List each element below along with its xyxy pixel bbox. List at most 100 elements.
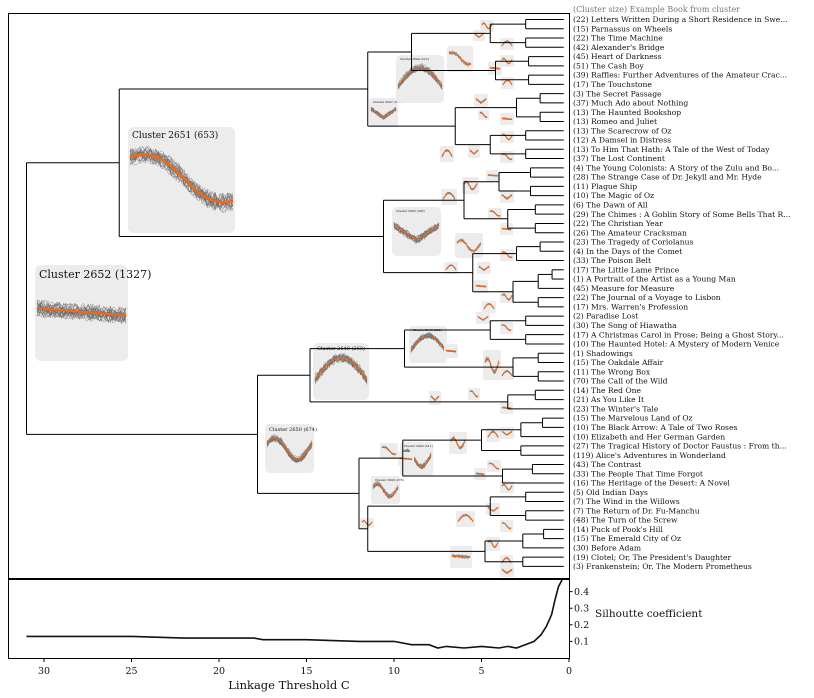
thumbnail-background [396,55,444,103]
cluster-thumbnail [398,452,414,466]
leaf-label: (21) As You Like It [573,395,644,404]
thumbnail-mean-trace [501,569,513,574]
cluster-thumbnail: Cluster 2642 (411) [400,442,433,476]
leaf-label: (37) Much Ado about Nothing [573,99,688,108]
thumbnail-background [392,207,441,256]
y-tick-label: 0.1 [574,637,589,648]
thumbnail-mean-trace [457,514,474,522]
leaf-label: (37) The Lost Continent [573,154,665,163]
leaf-label: (27) The Tragical History of Doctor Faus… [573,442,787,451]
cluster-thumbnail [474,94,488,107]
thumbnail-background [501,77,514,89]
cluster-thumbnail: Cluster 2644 (210) [396,55,444,103]
thumbnail-mean-trace [501,133,513,141]
thumbnail-trace [129,145,234,205]
cluster-thumbnail [441,189,457,205]
thumbnail-mean-trace [501,40,513,47]
cluster-label: Cluster 2652 (1327) [39,268,151,281]
thumbnail-mean-trace [430,395,440,402]
thumbnail-background [483,350,501,380]
thumbnail-mean-trace [469,149,479,155]
thumbnail-trace [36,306,127,323]
x-axis-label-text: Linkage Threshold C [228,678,350,692]
cluster-thumbnail: Cluster 2647 (376) [369,98,402,127]
leaf-label: (7) The Return of Dr. Fu-Manchu [573,506,700,515]
thumbnail-trace [129,153,234,210]
thumbnail-trace [36,307,127,324]
cluster-thumbnail [468,388,480,400]
thumbnail-background [500,38,514,50]
thumbnail-trace [266,436,313,462]
leaf-label: (17) The Touchstone [573,80,652,89]
thumbnail-mean-trace [502,117,512,120]
leaf-label: (16) The Heritage of the Desert: A Novel [573,479,731,488]
x-axis-label: Linkage Threshold C [228,678,350,692]
thumbnail-mean-trace [456,239,482,252]
leaf-label: (11) Plague Ship [573,182,637,191]
thumbnail-mean-trace [484,357,500,373]
leaf-label: (13) Romeo and Juliet [573,117,657,126]
thumbnail-background [476,312,490,324]
thumbnail-background [500,190,514,203]
x-tick-label: 10 [388,666,400,677]
cluster-thumbnail [447,46,473,72]
thumbnail-mean-trace [469,390,479,397]
cluster-thumbnail [500,38,514,50]
x-tick-label: 5 [478,666,484,677]
leaf-label: (33) The Poison Belt [573,256,651,265]
cluster-thumbnail: Cluster 2648 (278) [371,476,404,504]
leaf-label: (70) The Call of the Wild [573,377,668,386]
leaf-label: (4) In the Days of the Comet [573,247,682,256]
leaf-label: (13) The Scarecrow of Oz [573,126,671,135]
leaf-label: (12) A Damsel in Distress [573,136,671,145]
thumbnail-mean-trace [501,522,512,529]
thumbnail-mean-trace [488,174,499,177]
cluster-thumbnail [486,503,500,515]
thumbnail-mean-trace [401,450,432,468]
cluster-thumbnail [488,208,502,219]
leaf-label: (43) The Contrast [573,460,641,469]
silhouette-panel-frame [8,579,570,659]
dendrogram-tree [26,19,564,567]
cluster-thumbnail [500,520,513,532]
thumbnail-mean-trace [442,192,456,200]
cluster-thumbnail [500,481,514,493]
thumbnail-mean-trace [501,557,512,564]
cluster-label: Cluster 2650 (674) [269,426,317,433]
cluster-thumbnail [486,537,500,551]
thumbnail-mean-trace [441,149,453,157]
leaf-label: (17) A Christmas Carol in Prose; Being a… [573,330,784,339]
cluster-thumbnail [500,565,514,577]
thumbnail-background [473,30,485,41]
leaf-label: (15) Parnassus on Wheels [573,24,672,33]
cluster-thumbnail [444,262,458,274]
thumbnail-trace [314,352,368,378]
thumbnail-background [474,94,488,107]
cluster-thumbnail: Cluster 2645 (305) [392,207,441,256]
cluster-thumbnail [500,131,514,143]
cluster-thumbnail: Cluster 2652 (1327) [35,265,151,361]
leaf-label: (45) Measure for Measure [573,284,675,293]
thumbnail-background [486,428,500,442]
leaf-label: (26) The Amateur Cracksman [573,228,687,237]
dendrogram-panel-frame [8,13,570,579]
thumbnail-mean-trace [501,251,512,258]
thumbnail-background [477,262,491,274]
thumbnail-mean-trace [372,483,399,497]
leaf-label: (15) The Marvelous Land of Oz [573,414,693,423]
thumbnail-background [369,98,398,127]
thumbnail-background [313,343,369,400]
thumbnail-mean-trace [488,462,499,469]
leaf-label: (13) To Him That Hath: A Tale of the Wes… [573,145,770,154]
thumbnail-mean-trace [361,520,373,526]
leaf-label: (22) The Christian Year [573,219,663,228]
leaf-label: (1) A Portrait of the Artist as a Young … [573,275,736,284]
cluster-thumbnail [500,402,513,414]
thumbnail-mean-trace [129,153,234,204]
thumbnail-background [500,555,513,567]
thumbnail-background [468,145,480,158]
cluster-thumbnail [500,223,513,235]
thumbnail-background [456,511,475,527]
leaf-label: (15) The Oakdale Affair [573,358,664,367]
leaf-label: (5) Old Indian Days [573,488,648,497]
